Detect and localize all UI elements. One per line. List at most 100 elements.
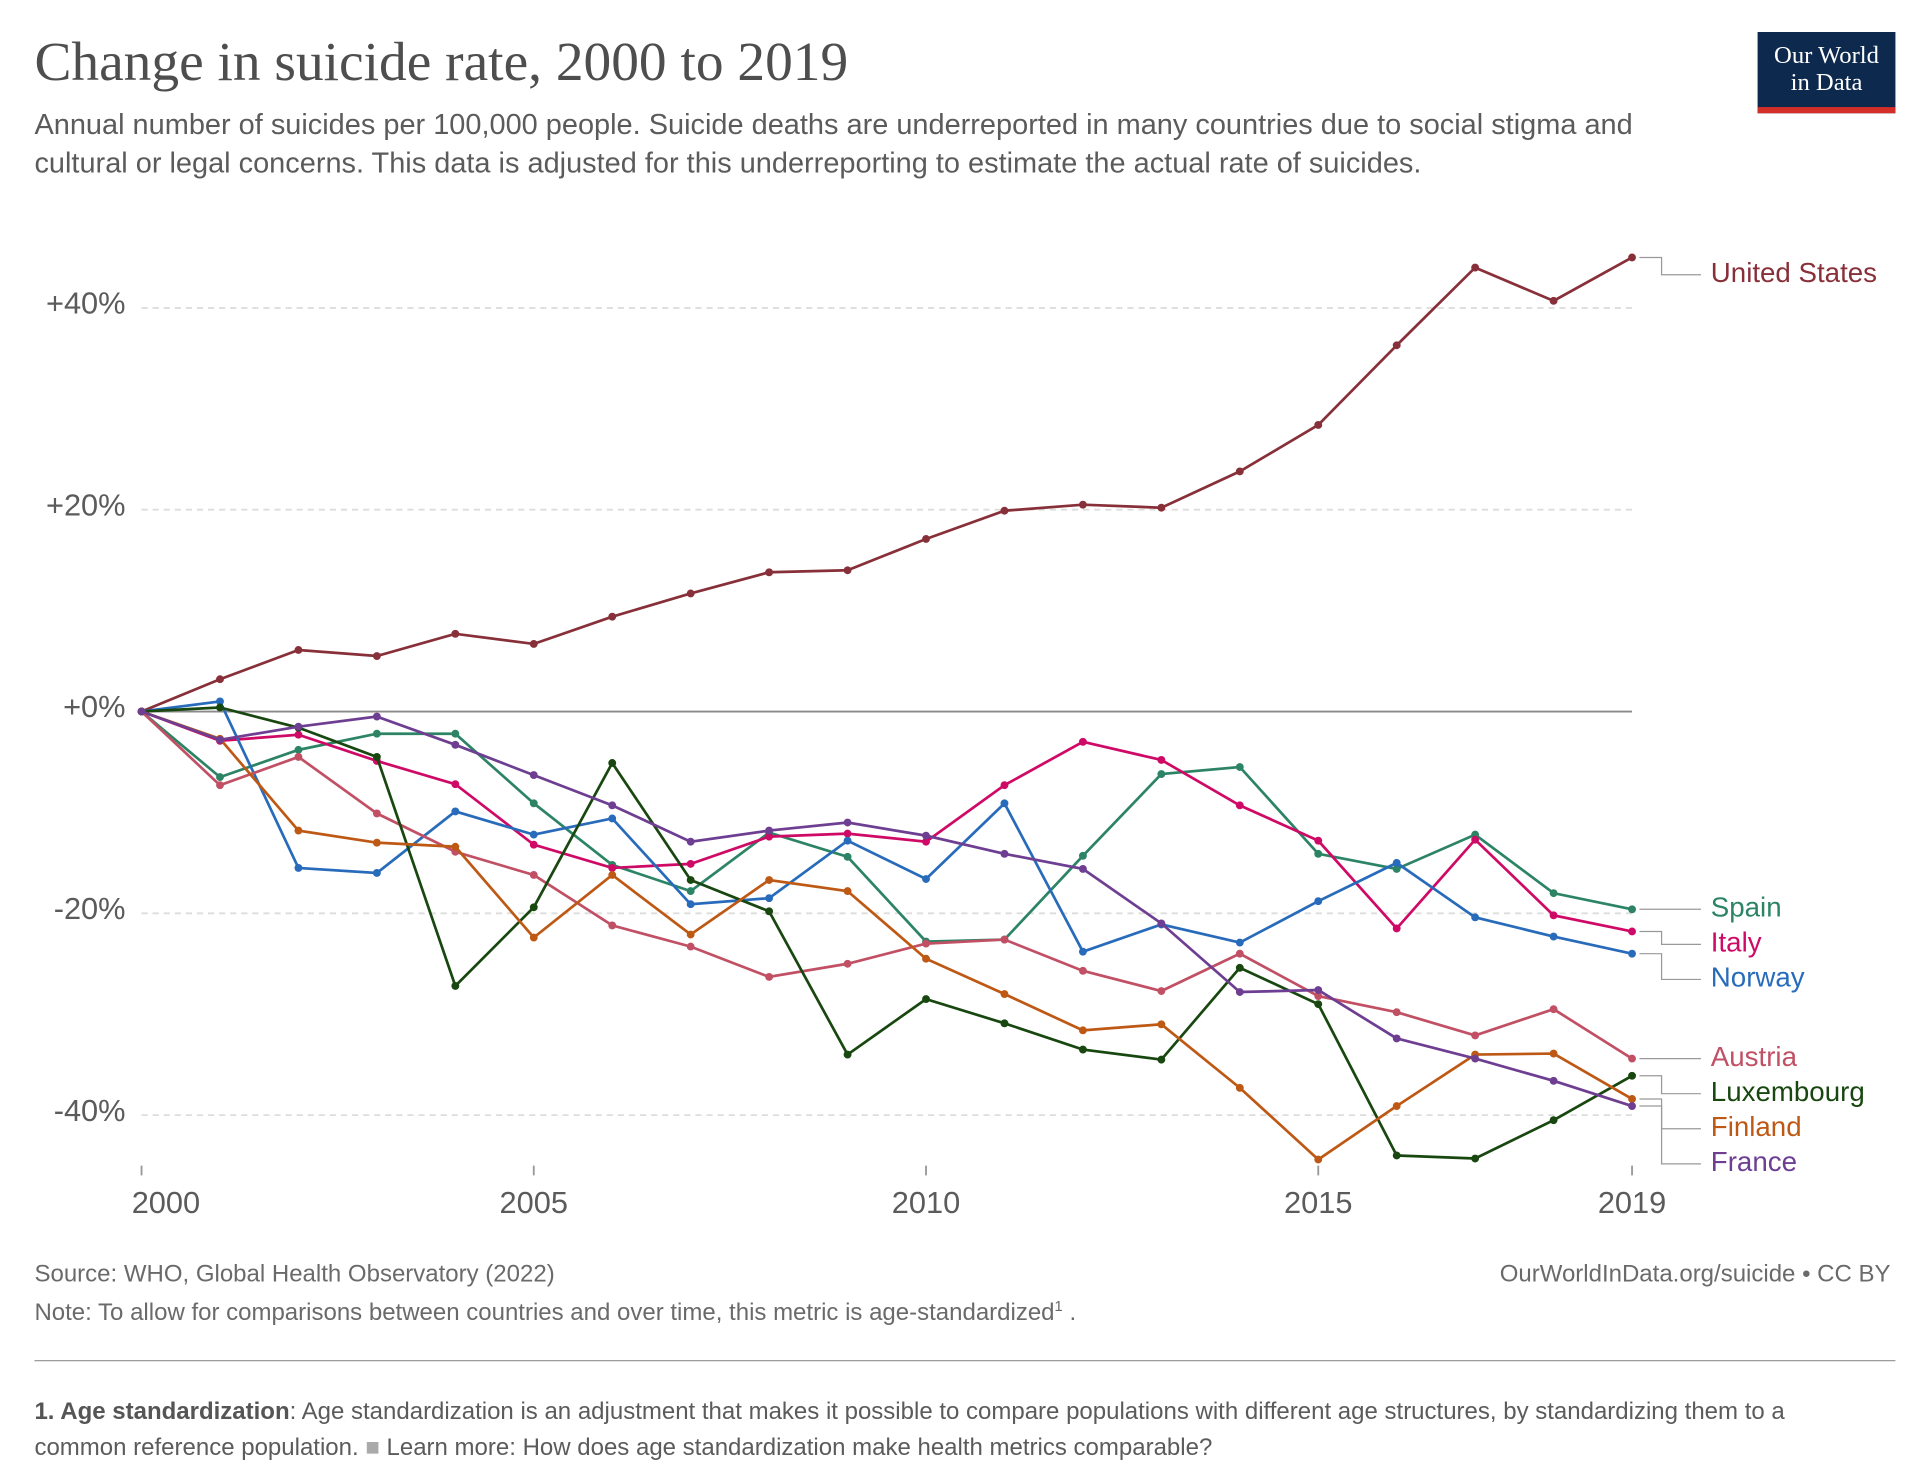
point xyxy=(1471,1054,1480,1063)
point xyxy=(1549,1076,1558,1085)
point xyxy=(1392,1008,1401,1017)
point xyxy=(216,735,224,744)
point xyxy=(1392,1034,1401,1043)
series-line xyxy=(141,710,1633,1108)
point xyxy=(1549,911,1558,920)
logo[interactable]: Our World in Data xyxy=(1757,32,1896,114)
point xyxy=(843,852,852,861)
series-label: Finland xyxy=(1711,1111,1802,1142)
point xyxy=(1392,858,1401,867)
y-tick-label: +40% xyxy=(46,286,126,321)
point xyxy=(1392,924,1401,933)
series-line xyxy=(141,706,1633,1160)
point xyxy=(216,697,224,706)
logo-line: Our World xyxy=(1774,41,1879,69)
point xyxy=(372,729,381,738)
point xyxy=(1314,1000,1323,1009)
footnote-link[interactable]: Learn more: How does age standardization… xyxy=(386,1433,1213,1461)
point xyxy=(1157,1055,1166,1064)
point xyxy=(922,875,930,883)
x-tick-label: 2019 xyxy=(1598,1185,1666,1220)
point xyxy=(843,836,852,845)
doc-icon: ■ xyxy=(365,1433,380,1461)
point xyxy=(1549,1116,1558,1125)
x-tick-label: 2005 xyxy=(500,1185,568,1220)
point xyxy=(1000,506,1009,515)
point xyxy=(529,771,538,780)
point xyxy=(1078,851,1087,860)
point xyxy=(1314,897,1323,906)
point xyxy=(1549,889,1558,898)
point xyxy=(1628,253,1636,262)
point xyxy=(608,759,617,767)
point xyxy=(294,722,303,731)
point xyxy=(1392,864,1401,873)
point xyxy=(1235,963,1244,972)
point xyxy=(1000,849,1009,858)
series-label: Luxembourg xyxy=(1711,1076,1865,1107)
point xyxy=(686,900,695,909)
point xyxy=(451,740,460,749)
point xyxy=(294,863,303,872)
series-line xyxy=(140,710,1633,943)
point xyxy=(1000,990,1009,998)
note-end: . xyxy=(1062,1299,1077,1327)
series-label: Austria xyxy=(1711,1041,1798,1072)
point xyxy=(922,939,930,948)
point xyxy=(1628,905,1636,914)
point xyxy=(294,646,303,654)
point xyxy=(1549,296,1558,305)
title: Change in suicide rate, 2000 to 2019 xyxy=(34,30,849,93)
point xyxy=(1157,1020,1166,1029)
point xyxy=(843,959,852,968)
point xyxy=(1078,1026,1087,1035)
point xyxy=(451,807,460,816)
point xyxy=(137,707,146,716)
point xyxy=(1628,1071,1636,1080)
point xyxy=(216,773,224,782)
point xyxy=(1157,770,1166,779)
point xyxy=(451,629,460,638)
point xyxy=(529,830,538,839)
series-line xyxy=(140,710,1633,1060)
point xyxy=(1000,799,1009,808)
point xyxy=(608,871,617,879)
series-line xyxy=(141,256,1633,713)
point xyxy=(1471,263,1480,272)
point xyxy=(372,712,381,721)
point xyxy=(529,903,538,912)
y-tick-label: -40% xyxy=(54,1093,126,1128)
divider xyxy=(34,1360,1896,1362)
point xyxy=(765,972,774,981)
point xyxy=(372,652,381,660)
note-sup: 1 xyxy=(1054,1297,1063,1315)
point xyxy=(765,876,774,884)
x-tick-label: 2000 xyxy=(132,1185,200,1220)
point xyxy=(294,745,303,754)
point xyxy=(843,829,852,838)
y-tick-label: -20% xyxy=(54,891,126,926)
point xyxy=(1628,1095,1636,1103)
footnote: 1. Age standardization: Age standardizat… xyxy=(34,1394,1880,1465)
point xyxy=(1314,836,1323,845)
point xyxy=(451,842,460,851)
y-tick-label: +20% xyxy=(46,487,126,522)
point xyxy=(1157,919,1166,928)
point xyxy=(529,871,538,879)
point xyxy=(372,752,381,761)
point xyxy=(922,954,930,963)
url[interactable]: OurWorldInData.org/suicide • CC BY xyxy=(1499,1260,1891,1288)
series-line xyxy=(141,699,1633,956)
point xyxy=(765,568,774,577)
point xyxy=(372,809,381,818)
point xyxy=(216,675,224,684)
point xyxy=(372,838,381,847)
point xyxy=(765,894,774,903)
point xyxy=(765,826,774,835)
point xyxy=(451,982,460,990)
point xyxy=(1078,500,1087,509)
point xyxy=(1235,801,1244,810)
series-label: Norway xyxy=(1711,962,1805,993)
point xyxy=(1471,913,1480,922)
point xyxy=(372,869,381,877)
